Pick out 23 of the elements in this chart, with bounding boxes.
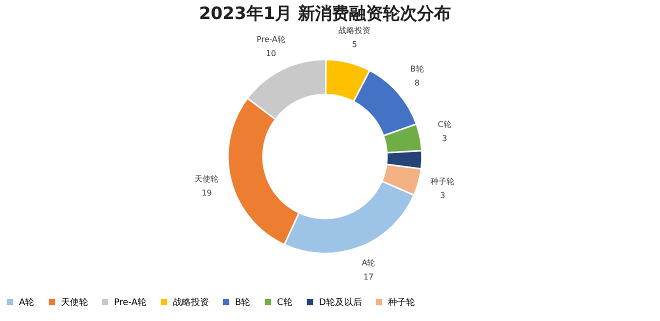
data-label: 3 [442, 134, 448, 144]
legend-label: D轮及以后 [319, 297, 362, 308]
slice-label: B轮 [410, 64, 424, 74]
legend-label: 种子轮 [388, 297, 415, 308]
data-label: 8 [414, 78, 420, 88]
data-label: 10 [266, 49, 276, 58]
data-label: 17 [363, 272, 374, 282]
legend-label: 天使轮 [61, 297, 88, 308]
legend-label: C轮 [277, 297, 292, 308]
slice-label: C轮 [438, 120, 452, 130]
legend-label: 战略投资 [173, 297, 209, 308]
legend-label: B轮 [235, 297, 250, 308]
data-label: 5 [352, 40, 358, 50]
slice-label: 种子轮 [430, 176, 455, 186]
slice-label: A轮 [362, 258, 376, 268]
legend-label: A轮 [19, 297, 34, 308]
slice-label: 战略投资 [338, 26, 371, 36]
slice-label: Pre-A轮 [256, 35, 286, 44]
data-label: 19 [202, 188, 212, 198]
legend-label: Pre-A轮 [114, 297, 147, 308]
chart-title: 2023年1月 新消费融资轮次分布 [198, 4, 452, 24]
slice-label: 天使轮 [194, 174, 219, 184]
data-label: 3 [440, 190, 446, 200]
